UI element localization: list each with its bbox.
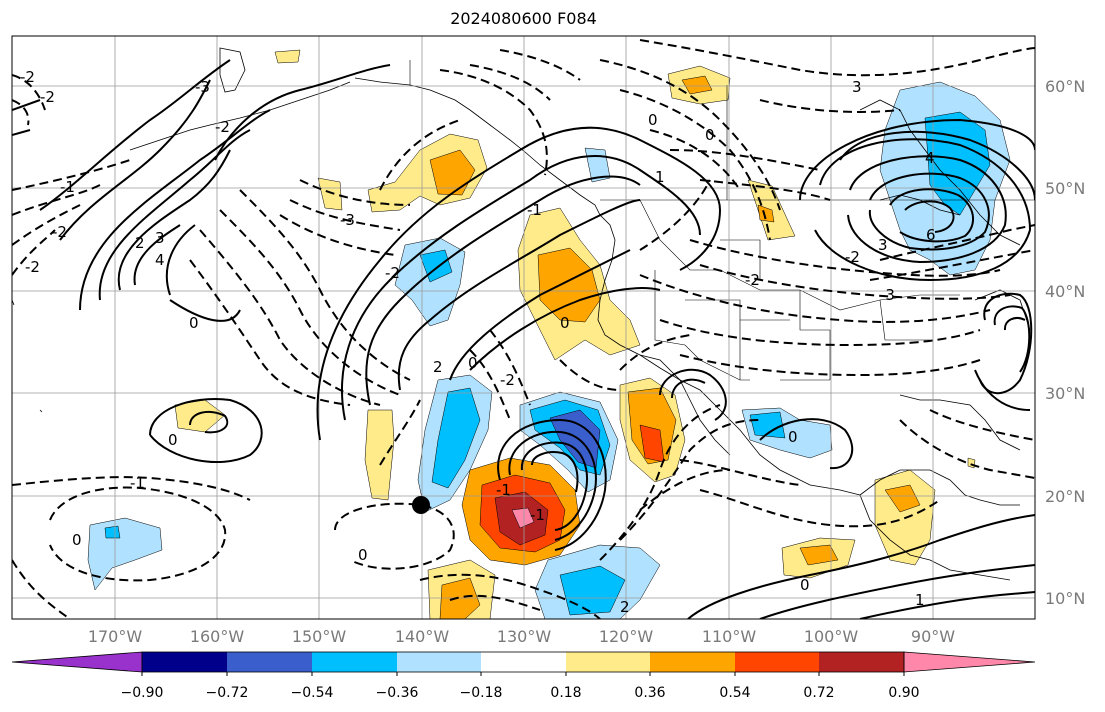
contour-label: 3: [878, 236, 888, 254]
colorbar-tick-label: −0.90: [121, 685, 164, 701]
lat-label-30n: 30°N: [1045, 384, 1085, 403]
colorbar-tick-label: 0.36: [634, 685, 665, 701]
contour-label: -3: [880, 286, 895, 304]
colorbar-extend-low: [11, 651, 143, 673]
colorbar-swatch: [566, 652, 650, 672]
colorbar-tick-label: −0.72: [206, 685, 249, 701]
colorbar-tick-label: 0.90: [888, 685, 919, 701]
lat-label-50n: 50°N: [1045, 179, 1085, 198]
contour-label: 6: [926, 226, 936, 244]
contour-label: -2: [500, 371, 515, 389]
contour-label: 2: [135, 234, 145, 252]
lon-label-90w: 90°W: [911, 627, 955, 646]
map-title: 2024080600 F084: [450, 9, 597, 28]
contour-label: 2: [620, 598, 630, 616]
contour-label: 0: [468, 354, 478, 372]
colorbar-swatch: [481, 652, 566, 672]
lat-label-20n: 20°N: [1045, 487, 1085, 506]
contour-label: 4: [155, 251, 165, 269]
colorbar-frame: [141, 651, 905, 673]
shading-layer: [87, 49, 1011, 619]
contour-label: 0: [648, 111, 658, 129]
colorbar-swatch: [312, 652, 397, 672]
colorbar-ticks: −0.90 −0.72 −0.54 −0.36 −0.18 0.18 0.36 …: [121, 685, 920, 701]
contour-label: -1: [530, 506, 545, 524]
colorbar-swatch: [735, 652, 819, 672]
colorbar-swatches: [11, 651, 1036, 676]
contour-label: 3: [852, 78, 862, 96]
lat-label-10n: 10°N: [1045, 589, 1085, 608]
colorbar-swatch: [819, 652, 904, 672]
contour-label: -2: [745, 271, 760, 289]
colorbar-swatch: [650, 652, 735, 672]
colorbar-swatch: [142, 652, 227, 672]
longitude-labels: 170°W 160°W 150°W 140°W 130°W 120°W 110°…: [88, 627, 955, 646]
lon-label-120w: 120°W: [599, 627, 654, 646]
contour-label: -2: [845, 248, 860, 266]
contour-label: 0: [168, 431, 178, 449]
lon-label-110w: 110°W: [702, 627, 757, 646]
colorbar-extend-high: [903, 651, 1036, 673]
contour-label: -2: [40, 88, 55, 106]
colorbar-tick-label: 0.72: [803, 685, 834, 701]
lat-label-60n: 60°N: [1045, 77, 1085, 96]
colorbar-tick-label: −0.54: [291, 685, 334, 701]
contour-label: -2: [25, 258, 40, 276]
lon-label-160w: 160°W: [190, 627, 245, 646]
colorbar-swatch: [227, 652, 312, 672]
map-frame: [11, 35, 1036, 620]
positive-contours: [12, 59, 1035, 619]
lon-label-170w: 170°W: [88, 627, 143, 646]
lon-label-100w: 100°W: [804, 627, 859, 646]
contour-label: 4: [925, 149, 935, 167]
storm-position-marker: [412, 496, 430, 514]
contour-label: 0: [800, 576, 810, 594]
map-panel: -2 -2 -3 -2 -1 -2 -3 -2 -1 0 0 2 3 4 0 -…: [12, 36, 1035, 619]
lon-label-140w: 140°W: [395, 627, 450, 646]
colorbar-swatch: [397, 652, 481, 672]
contour-label: 0: [72, 531, 82, 549]
contour-label: 3: [155, 229, 165, 247]
contour-label: -3: [195, 78, 210, 96]
contour-label: -1: [527, 201, 542, 219]
colorbar-tick-label: 0.54: [719, 685, 750, 701]
contour-label: 1: [915, 591, 925, 609]
contour-label: -1: [60, 178, 75, 196]
contour-label: -2: [52, 223, 67, 241]
contour-label: 0: [189, 314, 199, 332]
colorbar-tick-label: −0.36: [376, 685, 419, 701]
contour-label: 0: [560, 314, 570, 332]
colorbar-tick-label: −0.18: [460, 685, 503, 701]
negative-contours: [12, 39, 1035, 619]
contour-label: -1: [496, 481, 511, 499]
contour-label: -3: [340, 211, 355, 229]
lon-label-150w: 150°W: [292, 627, 347, 646]
colorbar-tick-label: 0.18: [550, 685, 581, 701]
lat-label-40n: 40°N: [1045, 282, 1085, 301]
contour-label: 2: [433, 358, 443, 376]
contour-label: 0: [358, 546, 368, 564]
contour-labels: -2 -2 -3 -2 -1 -2 -3 -2 -1 0 0 2 3 4 0 -…: [20, 68, 936, 616]
contour-label: 0: [788, 428, 798, 446]
colorbar: −0.90 −0.72 −0.54 −0.36 −0.18 0.18 0.36 …: [11, 651, 1036, 701]
contour-label: -2: [385, 264, 400, 282]
contour-label: -2: [20, 68, 35, 86]
contour-label: -2: [215, 118, 230, 136]
lon-label-130w: 130°W: [497, 627, 552, 646]
contour-label: 0: [705, 126, 715, 144]
contour-label: 1: [655, 168, 665, 186]
state-borders: [409, 60, 1035, 381]
contour-label: -1: [130, 474, 145, 492]
latitude-labels: 60°N 50°N 40°N 30°N 20°N 10°N: [1045, 77, 1085, 608]
